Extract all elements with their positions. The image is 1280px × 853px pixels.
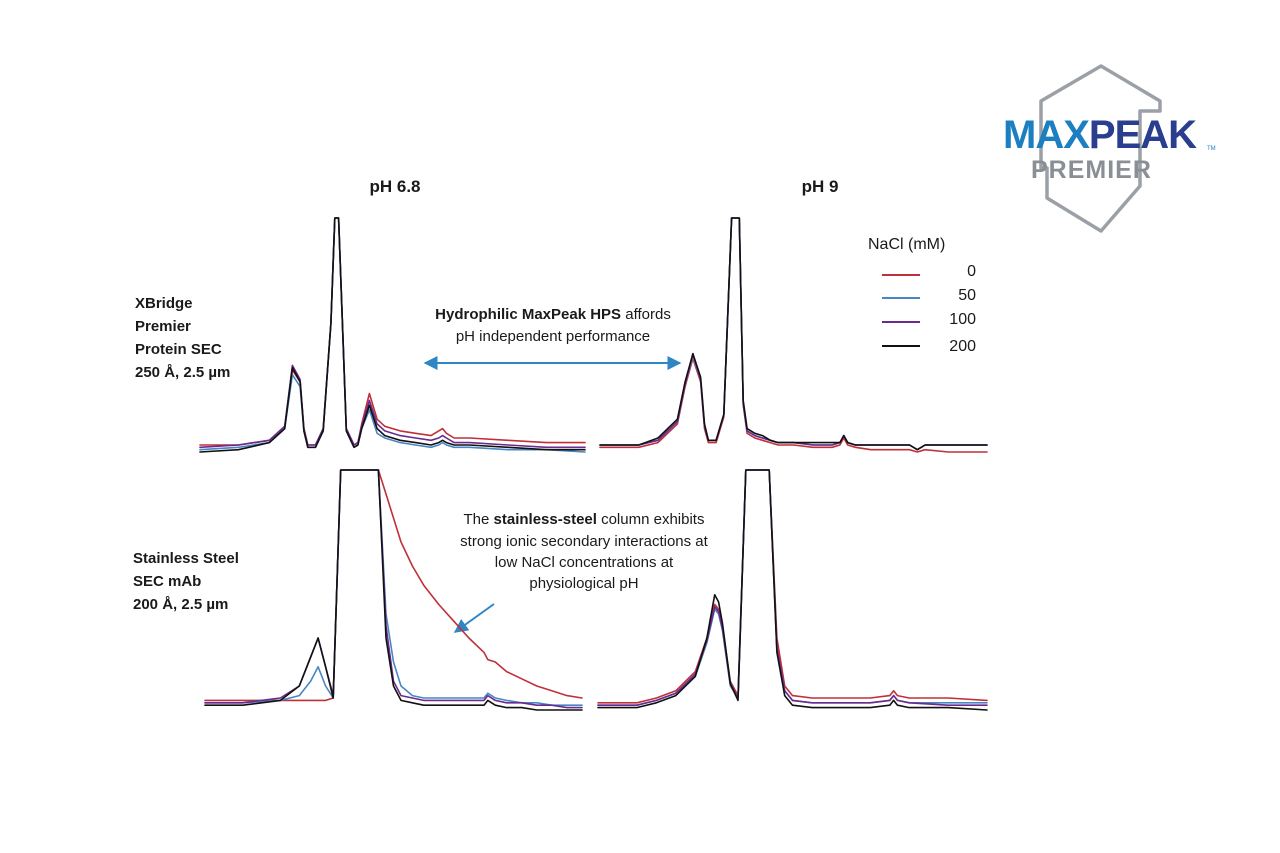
- maxpeak-premier-logo: MAXPEAK TM PREMIER: [1003, 64, 1216, 233]
- row-label-line: 250 Å, 2.5 µm: [135, 364, 230, 381]
- legend-title: NaCl (mM): [868, 236, 945, 253]
- trace-nacl-0: [204, 469, 583, 702]
- chromatogram-panel: [597, 469, 988, 711]
- row-label-line: 200 Å, 2.5 µm: [133, 596, 228, 613]
- annotation-maxpeak: Hydrophilic MaxPeak HPS affords pH indep…: [423, 306, 682, 370]
- trace-nacl-200: [199, 217, 586, 453]
- legend-label: 50: [958, 287, 976, 304]
- trace-nacl-100: [204, 469, 583, 709]
- legend-label: 200: [949, 338, 976, 355]
- row-label-line: XBridge: [135, 295, 193, 312]
- annotation-line: strong ionic secondary interactions at: [460, 533, 708, 550]
- row-label-line: SEC mAb: [133, 573, 201, 590]
- logo-trademark: TM: [1207, 146, 1216, 152]
- row-label-line: Stainless Steel: [133, 550, 239, 567]
- annotation-line: low NaCl concentrations at: [495, 554, 674, 571]
- logo-wordmark: MAXPEAK: [1003, 113, 1197, 157]
- legend-label: 100: [949, 311, 976, 328]
- trace-nacl-0: [597, 469, 988, 704]
- logo-word-premier: PREMIER: [1031, 156, 1152, 184]
- logo-word-max: MAX: [1003, 113, 1090, 157]
- column-title-ph9: pH 9: [802, 177, 839, 196]
- annotation-line: pH independent performance: [456, 328, 650, 345]
- annotation-line: Hydrophilic MaxPeak HPS affords: [435, 306, 671, 323]
- trace-nacl-200: [599, 217, 988, 451]
- legend: NaCl (mM) 0 50 100 200: [868, 236, 976, 355]
- annotation-run: The: [464, 511, 494, 528]
- pointer-arrow: [453, 603, 495, 633]
- annotation-bold-run: stainless-steel: [494, 511, 597, 528]
- trace-nacl-200: [597, 469, 988, 711]
- annotation-line: The stainless-steel column exhibits: [464, 511, 705, 528]
- trace-nacl-200: [204, 469, 583, 711]
- trace-nacl-0: [599, 217, 988, 453]
- annotation-stainless: The stainless-steel column exhibits stro…: [453, 511, 709, 633]
- trace-nacl-100: [597, 469, 988, 707]
- chromatogram-panel: [204, 469, 583, 711]
- chromatogram-panel: [599, 217, 988, 453]
- row-label-line: Premier: [135, 318, 191, 335]
- chromatogram-panel: [199, 217, 586, 453]
- column-title-ph68: pH 6.8: [369, 177, 420, 196]
- annotation-bold-run: Hydrophilic MaxPeak HPS: [435, 306, 621, 323]
- annotation-run: column exhibits: [597, 511, 705, 528]
- trace-nacl-50: [597, 469, 988, 707]
- logo-hexagon-outline: [1039, 64, 1162, 233]
- logo-word-peak: PEAK: [1089, 113, 1197, 157]
- row-label-xbridge: XBridge Premier Protein SEC 250 Å, 2.5 µ…: [135, 295, 230, 381]
- row-label-line: Protein SEC: [135, 341, 222, 358]
- annotation-run: affords: [621, 306, 671, 323]
- chromatogram-panels: [199, 217, 988, 711]
- annotation-line: physiological pH: [529, 575, 638, 592]
- row-label-stainless: Stainless Steel SEC mAb 200 Å, 2.5 µm: [133, 550, 239, 613]
- legend-label: 0: [967, 263, 976, 280]
- trace-nacl-50: [204, 469, 583, 707]
